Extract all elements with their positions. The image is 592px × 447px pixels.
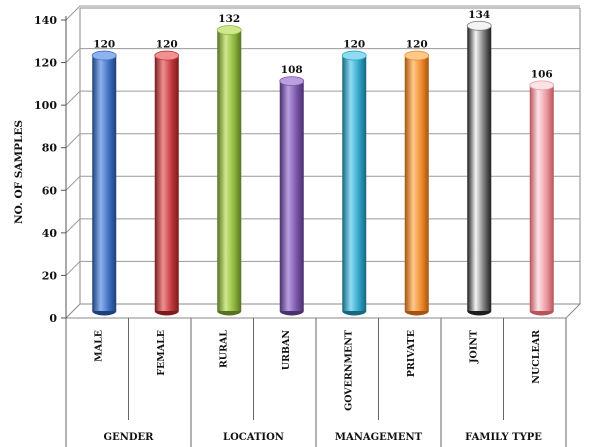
gridline [65,260,580,276]
data-labels: 120 120 132 108 120 120 134 106 [93,9,552,81]
bar-body [154,55,179,312]
chart-floor [64,303,582,319]
data-label: 120 [93,39,115,51]
data-label: 134 [468,9,490,21]
data-label: 106 [531,68,553,80]
y-tick-label: 20 [42,269,58,282]
category-label: GOVERNMENT [343,330,354,411]
group-label: FAMILY TYPE [465,432,542,443]
bar-top [154,50,180,61]
gridline [65,5,580,21]
bar-male [91,50,117,316]
bar-body [404,55,429,312]
gridline [65,218,580,234]
y-axis-ticks: 0 20 40 60 80 100 120 140 [34,14,67,325]
data-label: 120 [406,39,428,51]
x-axis: MALE FEMALE RURAL URBAN GOVERNMENT PRIVATE JOI… [65,318,567,447]
group-label: LOCATION [223,432,284,443]
bar-top [466,20,492,31]
y-tick-label: 120 [34,57,57,70]
bar-joint [466,20,492,316]
gridline [65,175,580,191]
bars [91,20,555,316]
bar-urban [279,76,305,316]
y-tick-label: 40 [42,227,58,240]
gridline [65,133,580,149]
data-label: 120 [156,39,178,51]
bar-private [404,50,430,316]
category-label: PRIVATE [406,330,417,377]
bar-government [341,50,367,316]
group-label: MANAGEMENT [335,432,423,443]
group-label: GENDER [104,432,155,443]
y-tick-label: 80 [42,142,58,155]
data-label: 132 [218,13,240,25]
bar-top [279,76,305,87]
y-tick-label: 140 [34,14,57,27]
bar-body [529,85,554,311]
gridline [65,48,580,63]
gridlines [65,5,580,276]
y-tick-label: 100 [34,99,57,112]
category-label: URBAN [281,330,292,371]
category-label: FEMALE [156,330,167,376]
bar-top [529,80,555,91]
bar-top [216,25,242,35]
bar-nuclear [529,80,555,316]
bar-body [342,55,367,312]
bar-body [467,25,492,312]
bar-rural [216,25,242,316]
data-label: 120 [343,39,365,51]
bar-body [217,30,242,312]
bar-body [279,81,304,311]
category-label: JOINT [468,330,479,364]
bar-top [91,50,117,61]
y-axis-label: NO. OF SAMPLES [13,120,25,224]
data-label: 108 [281,64,303,76]
chart-walls [64,7,582,319]
category-label: NUCLEAR [531,330,542,384]
y-tick-label: 60 [42,184,58,197]
category-label: RURAL [218,330,229,368]
category-label: MALE [93,330,104,362]
bar-body [92,55,117,312]
gridline [65,90,580,106]
bar-top [341,50,367,61]
bar-female [154,50,180,316]
bar-top [404,50,430,61]
y-tick-label: 0 [49,312,57,325]
